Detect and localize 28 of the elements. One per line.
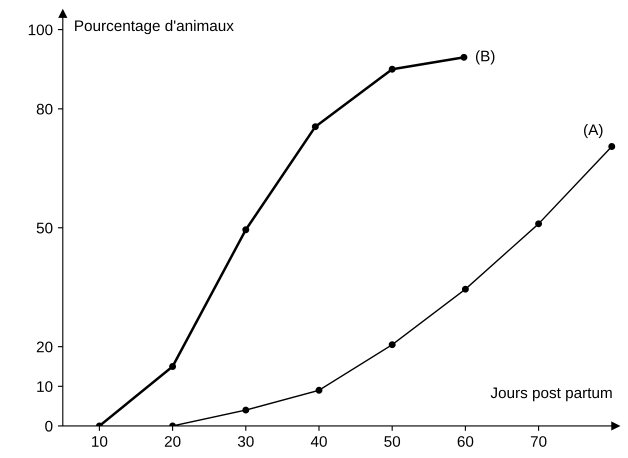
x-tick-label: 10 [92, 436, 108, 447]
series-label: (A) [584, 124, 602, 138]
point [169, 363, 176, 370]
y-tick-label: 100 [28, 24, 52, 36]
y-axis-title: Pourcentage d'animaux [75, 20, 234, 34]
y-tick-label: 80 [36, 104, 52, 115]
point [462, 286, 469, 293]
point [535, 220, 542, 228]
point [608, 143, 616, 150]
x-tick-label: 40 [310, 436, 327, 447]
x-tick-label: 50 [384, 436, 400, 447]
x-axis-title: Jours post partum [490, 388, 612, 402]
point [242, 406, 250, 414]
series-label: (B) [476, 50, 494, 64]
y-tick-label: 50 [36, 222, 52, 234]
point [312, 123, 319, 130]
point [388, 66, 396, 73]
point [242, 226, 250, 234]
point [460, 54, 468, 61]
x-tick-label: 30 [238, 436, 254, 447]
x-tick-label: 20 [164, 436, 180, 447]
point [316, 386, 322, 394]
x-tick-label: 70 [530, 436, 546, 447]
y-tick-label: 10 [37, 381, 52, 392]
point [388, 341, 396, 348]
y-tick-label: 20 [36, 342, 52, 352]
x-tick-label: 60 [458, 436, 474, 447]
y-tick-label: 0 [45, 420, 52, 432]
